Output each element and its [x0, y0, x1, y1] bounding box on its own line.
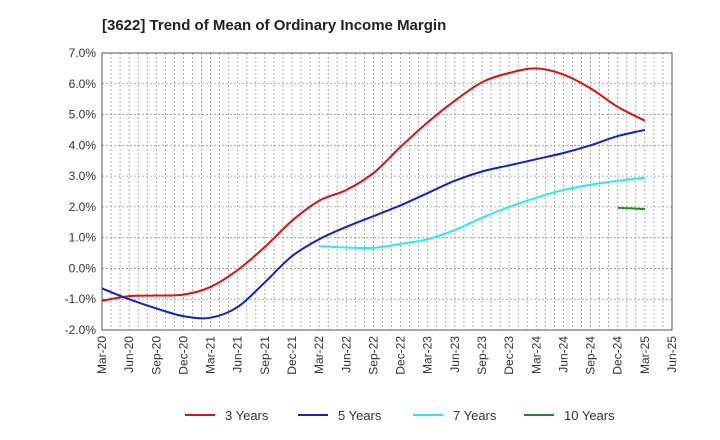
x-tick-label: Sep-23: [475, 336, 489, 375]
legend: 3 Years 5 Years 7 Years 10 Years: [185, 408, 615, 423]
series-line-7-years: [319, 176, 645, 250]
y-tick-label: 1.0%: [69, 231, 97, 245]
x-tick-label: Jun-25: [665, 336, 679, 373]
y-tick-label: 3.0%: [69, 169, 97, 183]
x-tick-label: Mar-22: [312, 336, 326, 374]
x-tick-label: Mar-23: [421, 336, 435, 374]
y-tick-label: 5.0%: [69, 108, 97, 122]
series-line-3-years: [101, 67, 646, 302]
x-tick-label: Mar-25: [638, 336, 652, 374]
y-tick-label: 0.0%: [69, 261, 97, 275]
y-tick-label: -1.0%: [65, 292, 97, 306]
x-tick-label: Jun-23: [448, 336, 462, 373]
legend-label: 10 Years: [564, 408, 615, 423]
legend-item-7-years: 7 Years: [413, 408, 497, 423]
x-tick-label: Sep-20: [149, 336, 163, 375]
x-tick-label: Dec-23: [502, 336, 516, 375]
series-line-10-years: [617, 206, 645, 211]
legend-label: 5 Years: [338, 408, 382, 423]
x-tick-label: Sep-21: [258, 336, 272, 375]
y-tick-label: 4.0%: [69, 138, 97, 152]
x-tick-label: Jun-20: [122, 336, 136, 373]
x-tick-label: Jun-22: [339, 336, 353, 373]
x-tick-label: Mar-20: [95, 336, 109, 374]
y-tick-label: 2.0%: [69, 200, 97, 214]
plot-frame: [101, 52, 673, 331]
legend-item-3-years: 3 Years: [185, 408, 269, 423]
x-tick-label: Dec-24: [611, 336, 625, 375]
x-tick-label: Sep-22: [366, 336, 380, 375]
x-tick-label: Jun-24: [556, 336, 570, 373]
x-tick-label: Dec-21: [285, 336, 299, 375]
x-tick-label: Sep-24: [584, 336, 598, 375]
x-tick-label: Dec-20: [176, 336, 190, 375]
plot-area: -2.0% -1.0% 0.0% 1.0% 2.0% 3.0% 4.0% 5.0% 6.0% 7.…: [65, 46, 679, 375]
legend-item-5-years: 5 Years: [298, 408, 382, 423]
chart-title: [3622] Trend of Mean of Ordinary Income …: [102, 17, 446, 34]
series-line-5-years: [101, 128, 646, 320]
x-tick-label: Dec-22: [394, 336, 408, 375]
x-tick-label: Jun-21: [231, 336, 245, 373]
y-tick-label: -2.0%: [65, 323, 97, 337]
legend-item-10-years: 10 Years: [524, 408, 615, 423]
legend-label: 7 Years: [453, 408, 497, 423]
y-tick-label: 6.0%: [69, 77, 97, 91]
x-tick-label: Mar-24: [529, 336, 543, 374]
x-tick-label: Mar-21: [204, 336, 218, 374]
y-tick-label: 7.0%: [69, 46, 97, 60]
legend-label: 3 Years: [225, 408, 269, 423]
